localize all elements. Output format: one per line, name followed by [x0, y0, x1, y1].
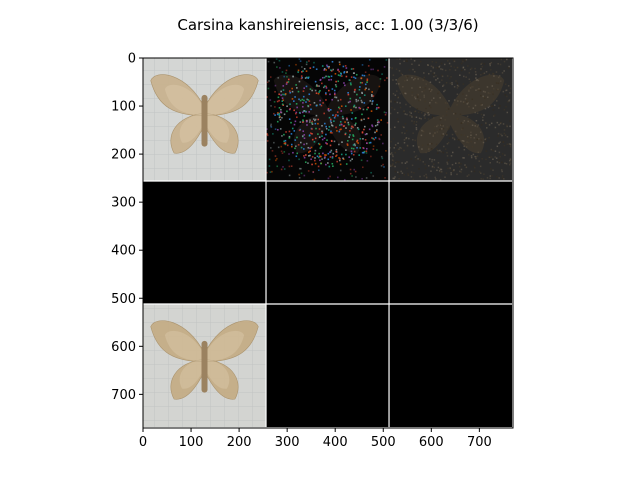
- image-cells: [143, 58, 513, 428]
- image-cell-r2-c0: [143, 304, 267, 428]
- x-tick-label: 600: [419, 435, 444, 450]
- x-tick-label: 500: [371, 435, 396, 450]
- y-tick-label: 300: [111, 196, 136, 211]
- y-tick-label: 0: [128, 52, 136, 67]
- y-tick-label: 500: [111, 292, 136, 307]
- y-axis: 0 100 200 300 400 500 600 700: [111, 52, 143, 403]
- y-tick-label: 700: [111, 388, 136, 403]
- image-cell-r1-c0: [143, 181, 267, 305]
- cell-separators: [143, 58, 513, 428]
- x-tick-label: 200: [227, 435, 252, 450]
- y-tick-label: 100: [111, 100, 136, 115]
- image-cell-r0-c2: [389, 58, 513, 182]
- chart-title: Carsina kanshireiensis, acc: 1.00 (3/3/6…: [177, 16, 479, 34]
- image-cell-r0-c1: [266, 58, 390, 182]
- image-cell-r2-c2: [389, 304, 513, 428]
- y-tick-label: 400: [111, 244, 136, 259]
- x-tick-label: 0: [139, 435, 147, 450]
- image-cell-r2-c1: [266, 304, 390, 428]
- y-tick-label: 200: [111, 148, 136, 163]
- x-tick-label: 400: [323, 435, 348, 450]
- axes-frame: [142, 57, 514, 429]
- x-axis: 0 100 200 300 400 500 600 700: [139, 428, 492, 450]
- x-tick-label: 700: [467, 435, 492, 450]
- image-cell-r1-c1: [266, 181, 390, 305]
- x-tick-label: 300: [275, 435, 300, 450]
- image-cell-r1-c2: [389, 181, 513, 305]
- x-tick-label: 100: [179, 435, 204, 450]
- image-cell-r0-c0: [143, 58, 267, 182]
- y-tick-label: 600: [111, 340, 136, 355]
